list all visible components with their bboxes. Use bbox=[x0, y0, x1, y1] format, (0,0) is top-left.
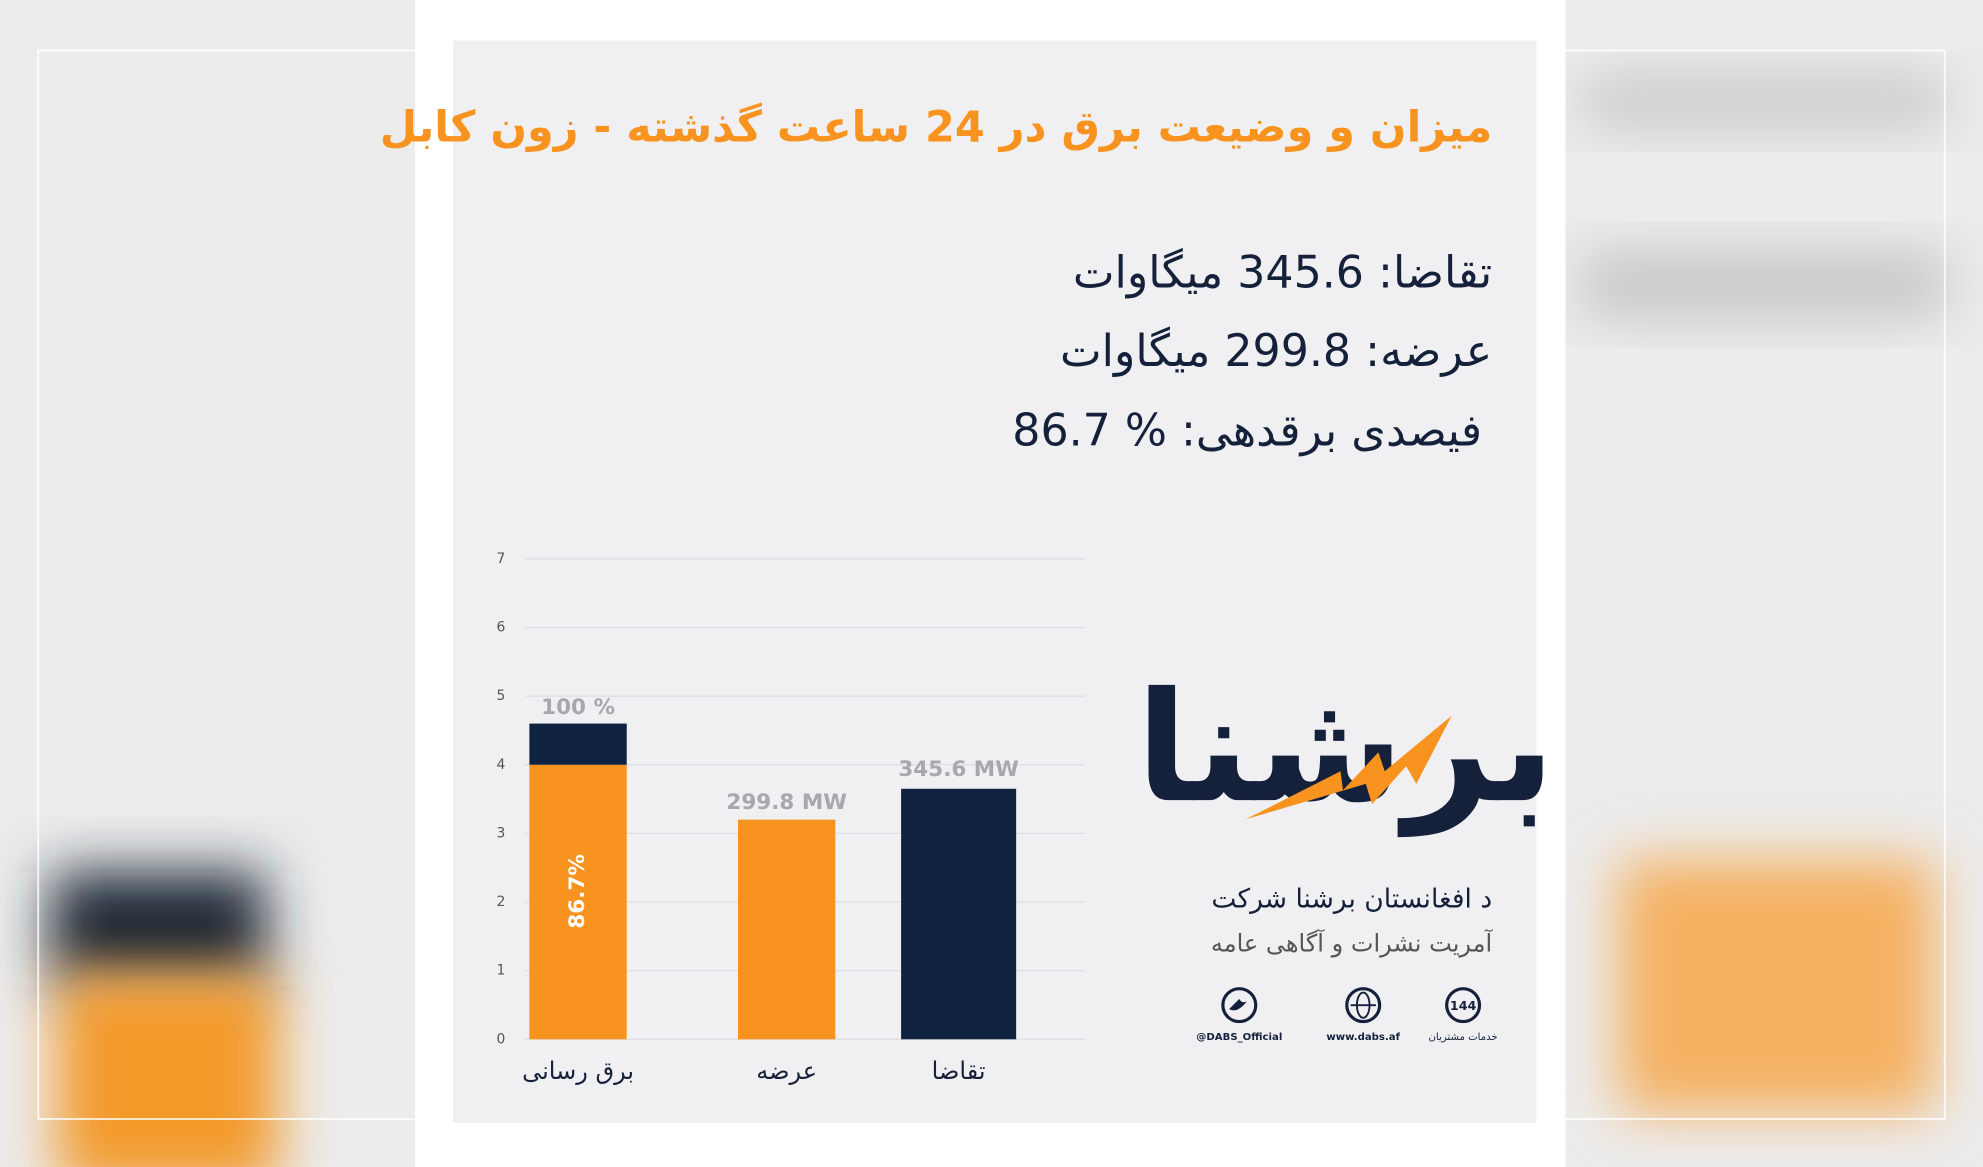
bar-annotation: 100 % bbox=[541, 695, 615, 720]
stat-line: تقاضا: 345.6 میگاوات bbox=[1073, 248, 1492, 299]
y-tick-label: 5 bbox=[497, 688, 506, 704]
bar bbox=[529, 764, 627, 1040]
logo-wordmark: برشنا bbox=[1136, 659, 1555, 837]
contact-label: www.dabs.af bbox=[1326, 1032, 1400, 1043]
logo: برشنا د افغانستان برشنا شرکت آمریت نشرات… bbox=[1136, 659, 1555, 1043]
bar bbox=[529, 723, 627, 765]
twitter-bird bbox=[1229, 998, 1247, 1011]
bar-annotation: 86.7% bbox=[565, 854, 590, 929]
x-tick-label: عرضه bbox=[756, 1057, 817, 1085]
title: میزان و وضیعت برق در 24 ساعت گذشته - زون… bbox=[380, 102, 1492, 153]
y-tick-label: 0 bbox=[497, 1031, 506, 1047]
y-tick-label: 2 bbox=[497, 894, 506, 910]
bar bbox=[901, 788, 1017, 1040]
x-tick-label: برق رسانی bbox=[522, 1057, 634, 1085]
y-tick-label: 4 bbox=[497, 757, 506, 773]
twitter-icon bbox=[1221, 987, 1258, 1024]
y-tick-label: 6 bbox=[497, 619, 506, 635]
stat-line: عرضه: 299.8 میگاوات bbox=[1060, 326, 1492, 377]
department: آمریت نشرات و آگاهی عامه bbox=[1211, 928, 1494, 957]
y-tick-label: 7 bbox=[497, 551, 506, 567]
y-tick-label: 3 bbox=[497, 825, 506, 841]
web-icon bbox=[1345, 987, 1382, 1024]
x-tick-label: تقاضا bbox=[932, 1057, 986, 1085]
bar-annotation: 299.8 MW bbox=[726, 790, 847, 815]
contact-label: خدمات مشتریان bbox=[1429, 1032, 1498, 1043]
bar bbox=[737, 819, 836, 1040]
bar-chart: 0 1 2 3 4 5 6 7 برق رسانی عرضه تقاضا 100 % 299.8 MW 3… bbox=[497, 551, 1086, 1085]
y-tick-label: 1 bbox=[497, 963, 506, 979]
hotline-icon bbox=[1445, 987, 1482, 1024]
bar-annotation: 345.6 MW bbox=[898, 757, 1019, 782]
hotline-number: 144 bbox=[1450, 998, 1477, 1013]
logo-bolt bbox=[1245, 715, 1452, 820]
company-name: د افغانستان برشنا شرکت bbox=[1211, 884, 1492, 915]
stat-line: فیصدی برقدهی: % 86.7 bbox=[1012, 406, 1482, 457]
contact-label: @DABS_Official bbox=[1196, 1032, 1282, 1043]
